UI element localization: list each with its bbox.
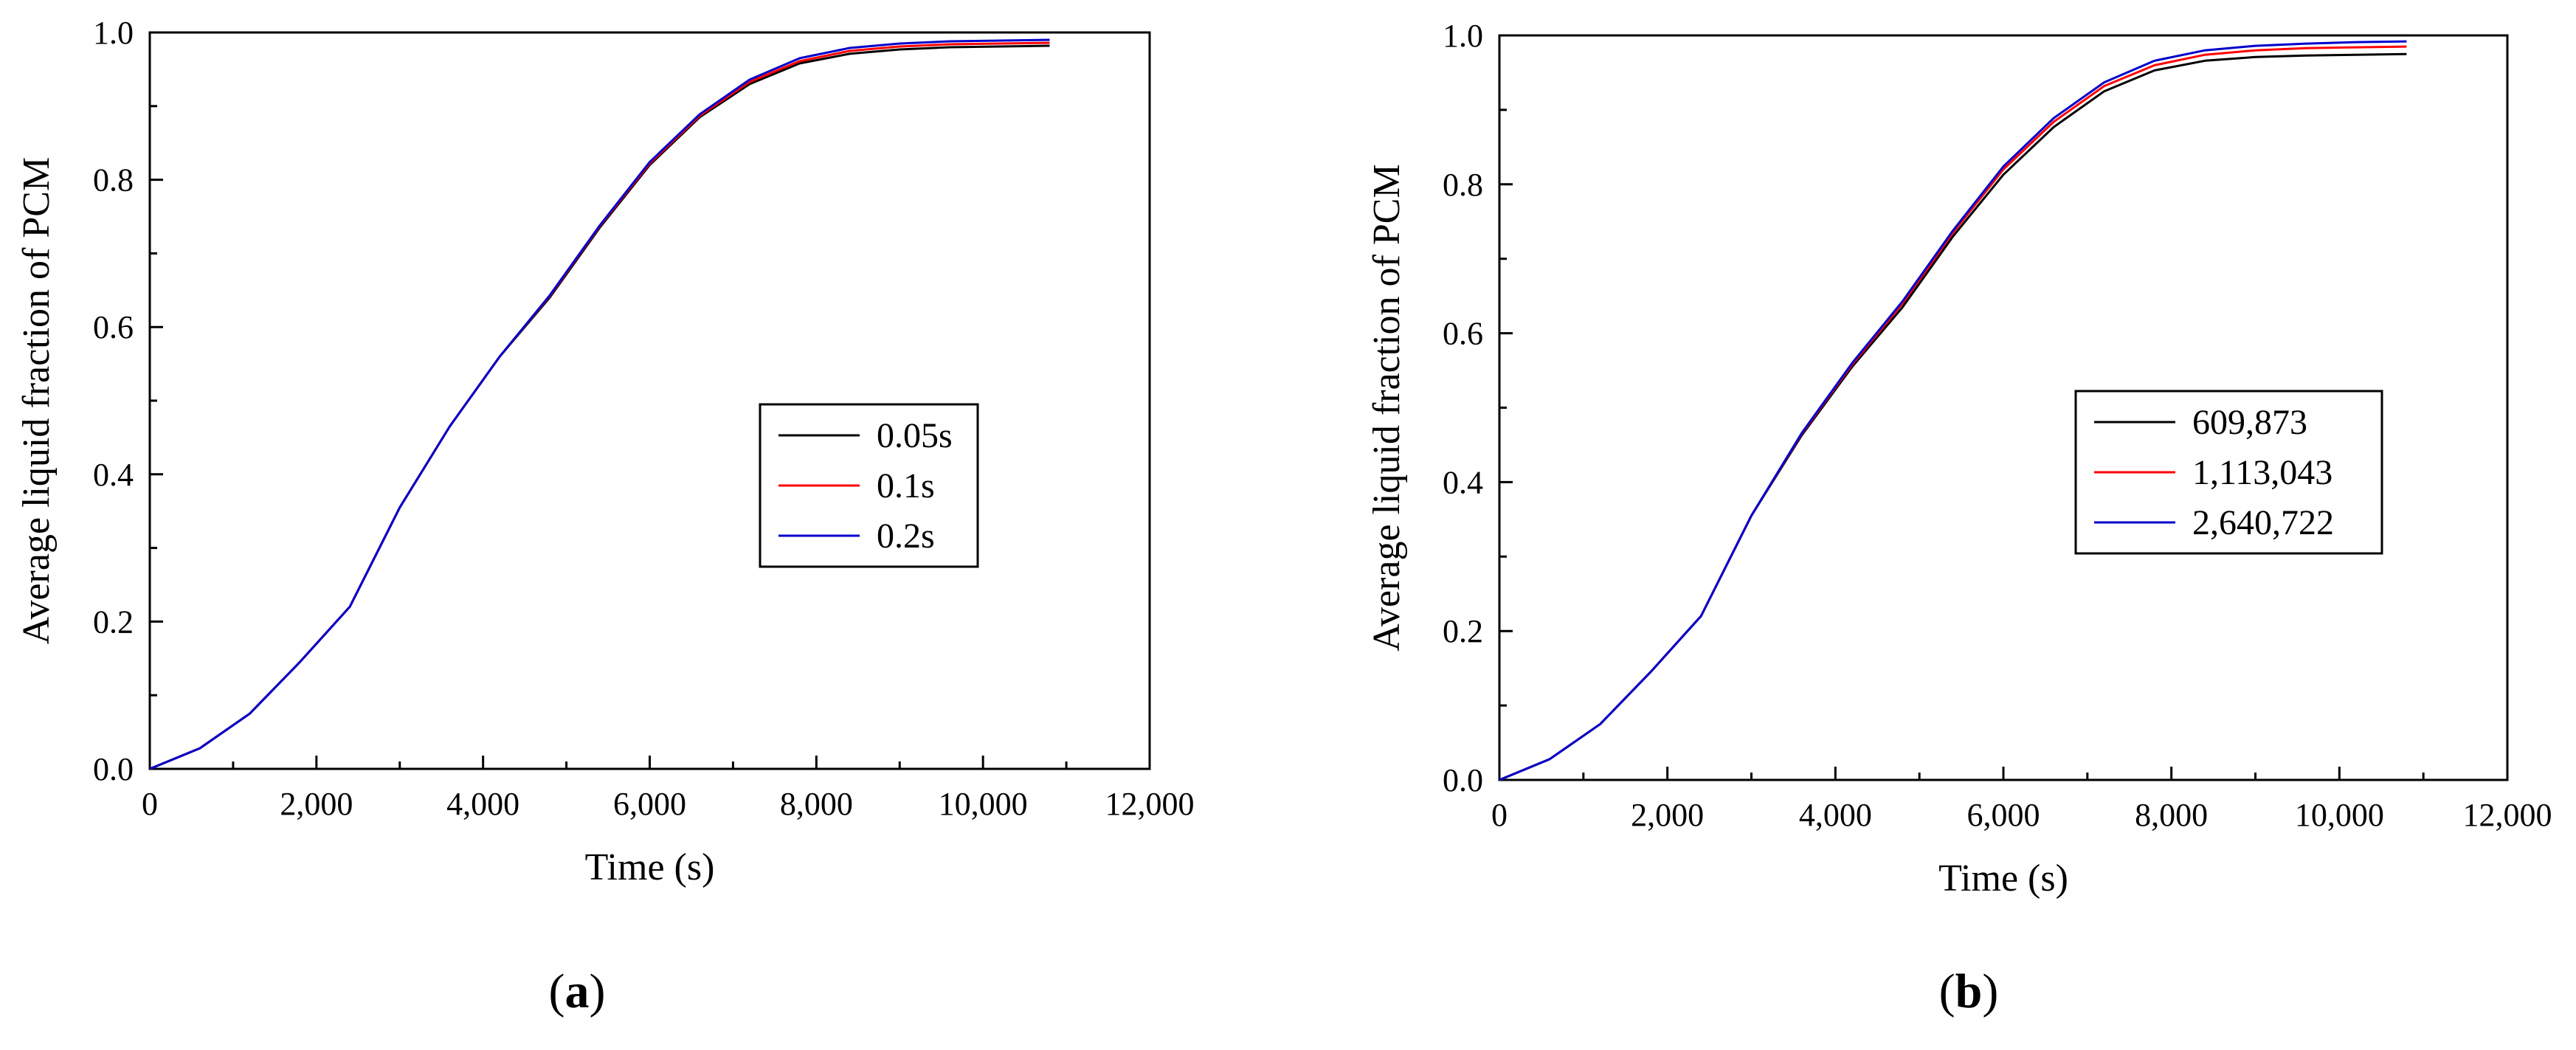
x-axis-title: Time (s) <box>1938 857 2068 899</box>
legend-label-2: 2,640,722 <box>2192 503 2334 542</box>
x-tick-label: 2,000 <box>1631 797 1704 833</box>
chart-panel-a: 0 2,000 4,000 6,000 8,000 10,000 12,000 0.0 0.2 0… <box>15 15 1195 1018</box>
y-tick-label: 0.6 <box>93 309 134 345</box>
x-tick-label: 10,000 <box>2295 797 2384 833</box>
x-axis-title: Time (s) <box>585 846 715 888</box>
legend-label-1: 1,113,043 <box>2192 453 2332 492</box>
y-tick-label: 0.4 <box>1443 464 1483 500</box>
y-tick-label: 0.8 <box>93 162 134 198</box>
x-tick-label: 6,000 <box>613 786 686 822</box>
series-line-2 <box>1499 40 2407 781</box>
y-tick-label: 0.4 <box>93 457 134 493</box>
x-tick-label: 4,000 <box>446 786 519 822</box>
legend-label-0: 609,873 <box>2192 403 2307 442</box>
plot-frame <box>148 31 1151 770</box>
x-tick-label: 12,000 <box>2463 797 2552 833</box>
y-tick-label: 1.0 <box>93 15 134 51</box>
panel-label: (a) <box>549 964 606 1018</box>
x-tick-label: 4,000 <box>1799 797 1872 833</box>
y-axis-title: Average liquid fraction of PCM <box>1366 164 1408 651</box>
x-tick-label: 0 <box>142 786 158 822</box>
chart-panel-b: 0 2,000 4,000 6,000 8,000 10,000 12,000 0.0 0.2 0… <box>1366 18 2552 1018</box>
x-tick-label: 8,000 <box>2135 797 2208 833</box>
x-tick-label: 12,000 <box>1105 786 1195 822</box>
x-tick-label: 8,000 <box>780 786 853 822</box>
y-tick-label: 0.6 <box>1443 316 1483 352</box>
legend-label-2: 0.2s <box>877 517 935 556</box>
y-tick-label: 1.0 <box>1443 18 1483 54</box>
legend-label-0: 0.05s <box>877 416 953 455</box>
y-tick-label: 0.2 <box>1443 613 1483 649</box>
x-tick-label: 0 <box>1491 797 1508 833</box>
y-axis-title: Average liquid fraction of PCM <box>15 157 58 644</box>
panel-label: (b) <box>1939 964 1999 1018</box>
series-line-2 <box>149 38 1050 770</box>
y-tick-label: 0.0 <box>1443 762 1483 798</box>
y-tick-label: 0.2 <box>93 604 134 640</box>
x-tick-label: 2,000 <box>280 786 353 822</box>
y-tick-label: 0.0 <box>93 751 134 787</box>
x-tick-label: 10,000 <box>939 786 1028 822</box>
y-tick-label: 0.8 <box>1443 167 1483 203</box>
legend-label-1: 0.1s <box>877 466 935 505</box>
x-tick-label: 6,000 <box>1967 797 2040 833</box>
